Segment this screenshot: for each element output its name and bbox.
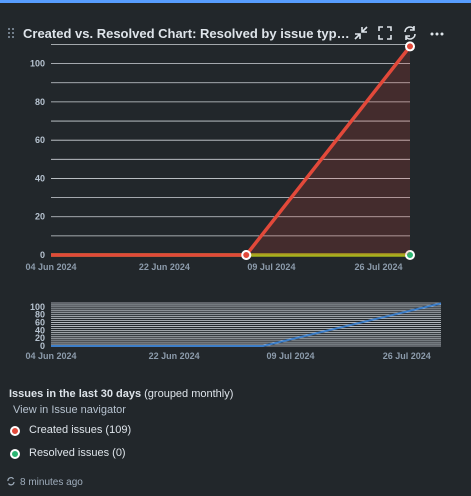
series-area [51, 46, 410, 256]
x-tick-label: 09 Jul 2024 [266, 351, 314, 361]
last-updated-text: 8 minutes ago [20, 477, 83, 488]
x-tick-label: 22 Jun 2024 [139, 262, 190, 272]
legend-item-label: Created issues (109) [29, 424, 132, 436]
gadget-accent-bar [0, 0, 471, 3]
x-tick-label: 04 Jun 2024 [25, 351, 76, 361]
y-tick-label: 40 [35, 173, 45, 183]
series-line [51, 302, 442, 347]
created-vs-resolved-chart: 0 20 40 60 80 100 04 Jun 2024 22 Jun 2024 09 Jul… [25, 41, 415, 272]
gadget-header: Created vs. Resolved Chart: Resolved by … [0, 14, 471, 52]
y-tick-label: 20 [35, 333, 45, 343]
x-tick-label: 09 Jul 2024 [247, 262, 295, 272]
y-tick-label: 100 [30, 59, 45, 69]
fullscreen-icon[interactable] [375, 23, 395, 43]
x-tick-label: 22 Jun 2024 [149, 351, 200, 361]
last-updated: 8 minutes ago [6, 476, 83, 488]
legend-title: Issues in the last 30 days (grouped mont… [9, 388, 449, 400]
y-tick-label: 80 [35, 97, 45, 107]
x-tick-label: 26 Jul 2024 [383, 351, 431, 361]
data-point [405, 250, 415, 260]
legend-title-bold: Issues in the last 30 days [9, 388, 142, 400]
x-tick-label: 04 Jun 2024 [25, 262, 76, 272]
minimize-icon[interactable] [351, 23, 371, 43]
more-icon[interactable] [427, 23, 447, 43]
data-point [241, 250, 252, 260]
refresh-icon[interactable] [400, 23, 420, 43]
y-tick-label: 60 [35, 318, 45, 328]
y-tick-label: 60 [35, 135, 45, 145]
legend-title-rest: (grouped monthly) [141, 388, 234, 400]
legend-item-label: Resolved issues (0) [29, 447, 126, 459]
y-tick-label: 20 [35, 212, 45, 222]
drag-handle-icon[interactable] [8, 28, 16, 40]
created-dot-icon [10, 426, 20, 436]
y-tick-label: 80 [35, 310, 45, 320]
y-tick-label: 0 [40, 250, 45, 260]
chart-legend: Issues in the last 30 days (grouped mont… [9, 388, 449, 459]
y-tick-label: 100 [30, 302, 45, 312]
data-point [405, 41, 415, 52]
x-tick-label: 26 Jul 2024 [354, 262, 402, 272]
resolved-dot-icon [10, 449, 20, 459]
issue-navigator-link[interactable]: View in Issue navigator [13, 404, 126, 416]
refresh-small-icon [6, 476, 16, 486]
y-tick-label: 40 [35, 325, 45, 335]
y-tick-label: 0 [40, 341, 45, 351]
